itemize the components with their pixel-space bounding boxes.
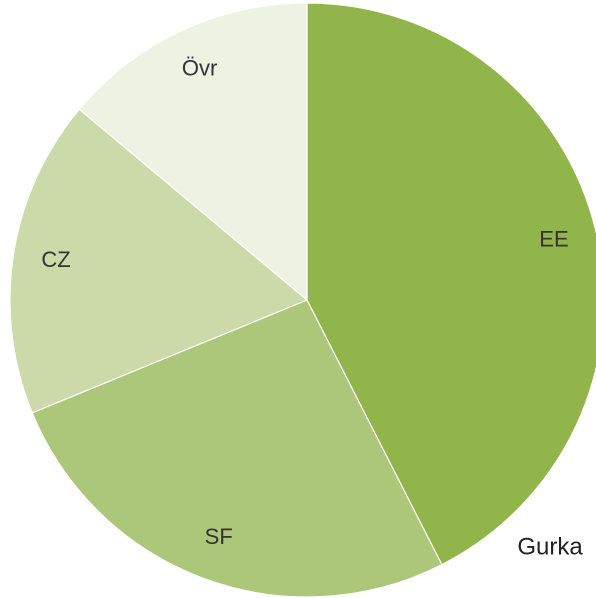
pie-slice: [31, 299, 443, 598]
pie-slice: [78, 2, 308, 302]
pie-slice: [9, 108, 309, 414]
slice-label: Övr: [182, 56, 217, 81]
slice-label: CZ: [41, 247, 70, 272]
slice-label: EE: [539, 227, 568, 252]
chart-title: Gurka: [517, 533, 583, 560]
slice-label: SF: [205, 524, 233, 549]
